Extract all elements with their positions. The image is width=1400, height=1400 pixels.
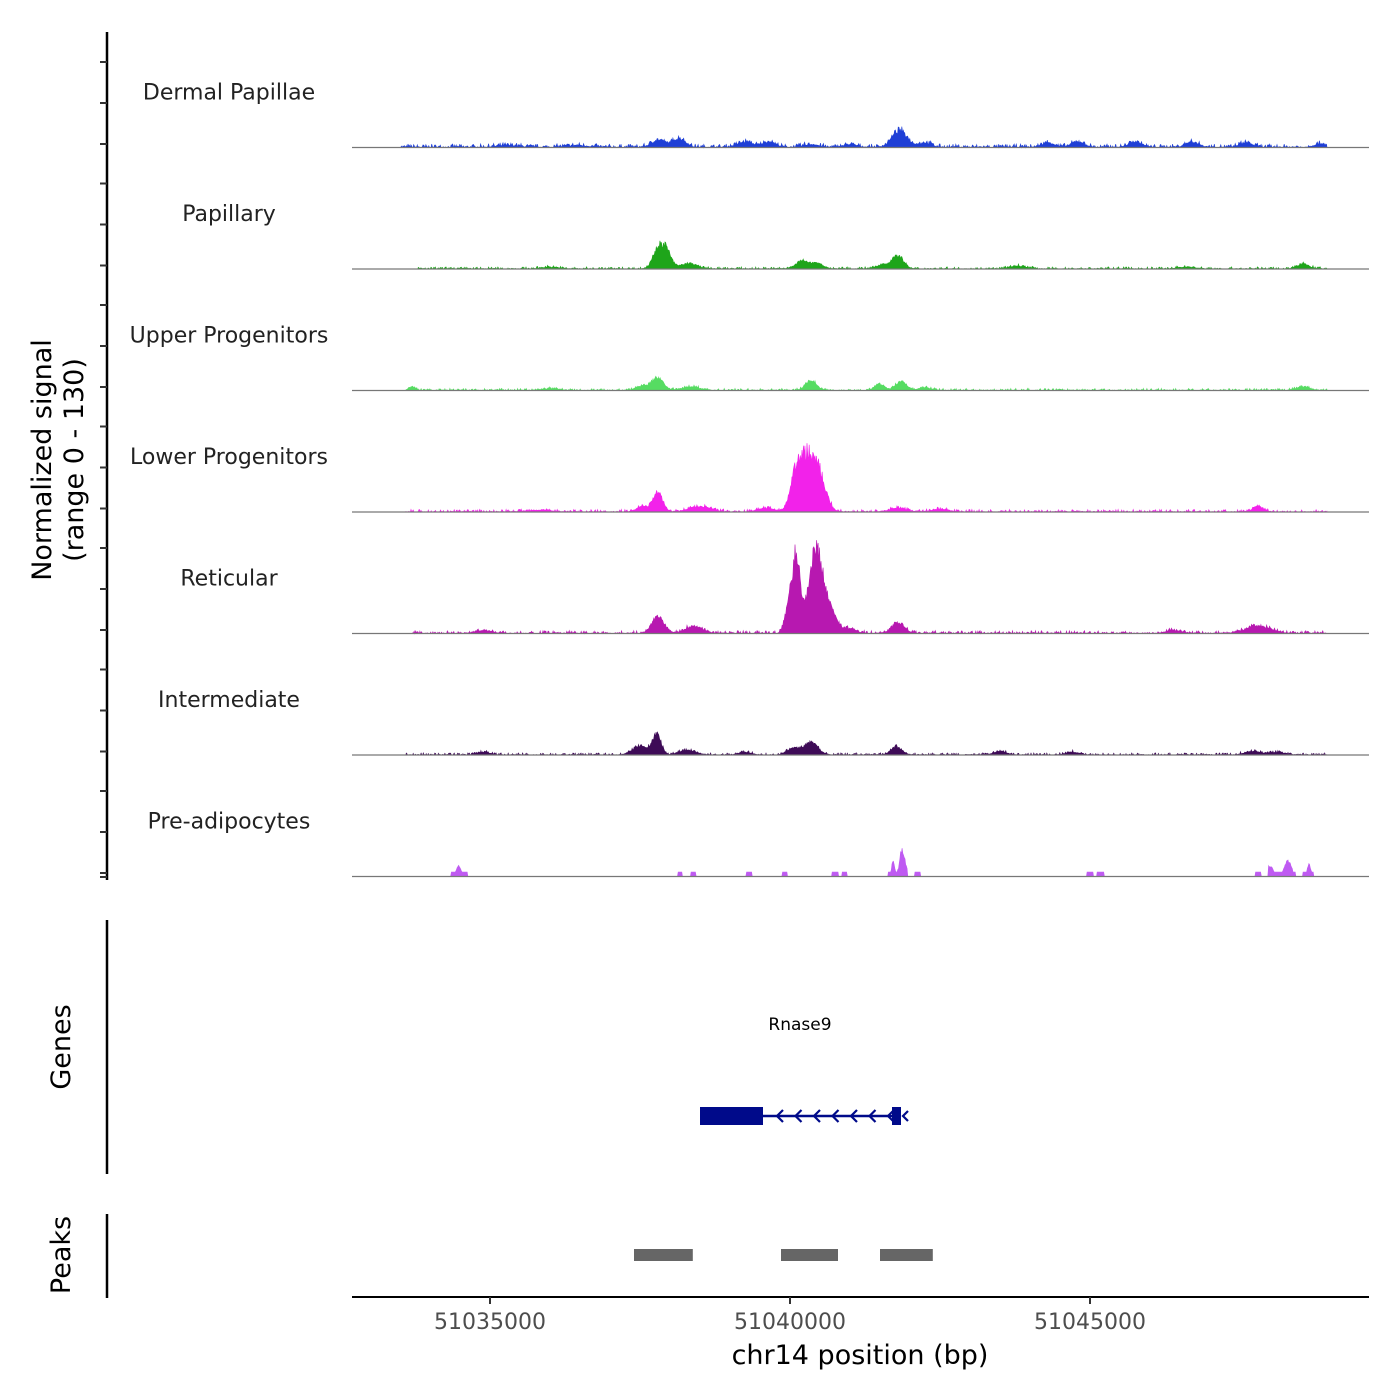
x-tick-label: 51040000: [734, 1310, 846, 1335]
track-intermediate: Intermediate: [158, 688, 1369, 756]
peaks-y-axis-label: Peaks: [46, 1216, 77, 1294]
coverage-area: [406, 848, 1327, 877]
genes-panel: Genes Rnase9: [46, 920, 909, 1174]
gene-label-rnase9: Rnase9: [768, 1015, 831, 1035]
x-axis-label: chr14 position (bp): [732, 1340, 989, 1371]
peak-region: [781, 1249, 838, 1261]
strand-arrow: [867, 1109, 877, 1123]
peak-regions: [634, 1249, 933, 1261]
signal-y-ticks: [100, 61, 107, 878]
strand-arrow: [886, 1109, 895, 1123]
track-lower-progenitors: Lower Progenitors: [130, 443, 1369, 513]
x-tick-label: 51045000: [1034, 1310, 1146, 1335]
track-upper-progenitors: Upper Progenitors: [130, 324, 1369, 392]
signal-y-axis-label-line1: Normalized signal: [27, 339, 58, 581]
strand-arrow: [775, 1109, 784, 1123]
x-axis: 51035000 51040000 51045000 chr14 position …: [352, 1296, 1369, 1371]
gene-exon-2: [892, 1107, 901, 1125]
strand-arrow: [849, 1109, 858, 1123]
track-papillary: Papillary: [182, 202, 1369, 270]
gene-exon-1: [700, 1107, 763, 1125]
coverage-area: [405, 731, 1328, 756]
track-pre-adipocytes: Pre-adipocytes: [148, 810, 1369, 878]
genes-y-axis-label: Genes: [46, 1004, 77, 1089]
peaks-panel: Peaks: [46, 1214, 933, 1298]
signal-y-axis-label-line2: (range 0 - 130): [59, 358, 90, 562]
coverage-area: [405, 443, 1328, 513]
track-label: Pre-adipocytes: [148, 810, 311, 835]
gene-model-rnase9: [700, 1107, 909, 1125]
signal-panel: Normalized signal (range 0 - 130) Dermal…: [27, 32, 1369, 880]
track-reticular: Reticular: [180, 540, 1369, 635]
track-label: Upper Progenitors: [130, 324, 329, 349]
peak-region: [634, 1249, 693, 1261]
track-label: Papillary: [182, 202, 276, 227]
track-dermal-papillae: Dermal Papillae: [143, 81, 1369, 149]
track-label: Reticular: [180, 567, 278, 592]
x-tick-label: 51035000: [434, 1310, 546, 1335]
coverage-area: [417, 240, 1328, 270]
strand-arrow: [812, 1109, 821, 1123]
strand-arrow: [793, 1109, 803, 1123]
track-label: Lower Progenitors: [130, 445, 328, 470]
track-label: Intermediate: [158, 688, 300, 713]
strand-arrow: [901, 1110, 909, 1122]
x-ticks: 51035000 51040000 51045000: [434, 1297, 1146, 1335]
track-label: Dermal Papillae: [143, 81, 315, 106]
strand-arrow: [830, 1109, 840, 1123]
peak-region: [880, 1249, 933, 1261]
coverage-area: [399, 126, 1328, 149]
coverage-area: [411, 540, 1327, 635]
signal-tracks: Dermal Papillae Papillary Upper Progenitor…: [130, 81, 1369, 878]
coverage-area: [405, 375, 1328, 392]
